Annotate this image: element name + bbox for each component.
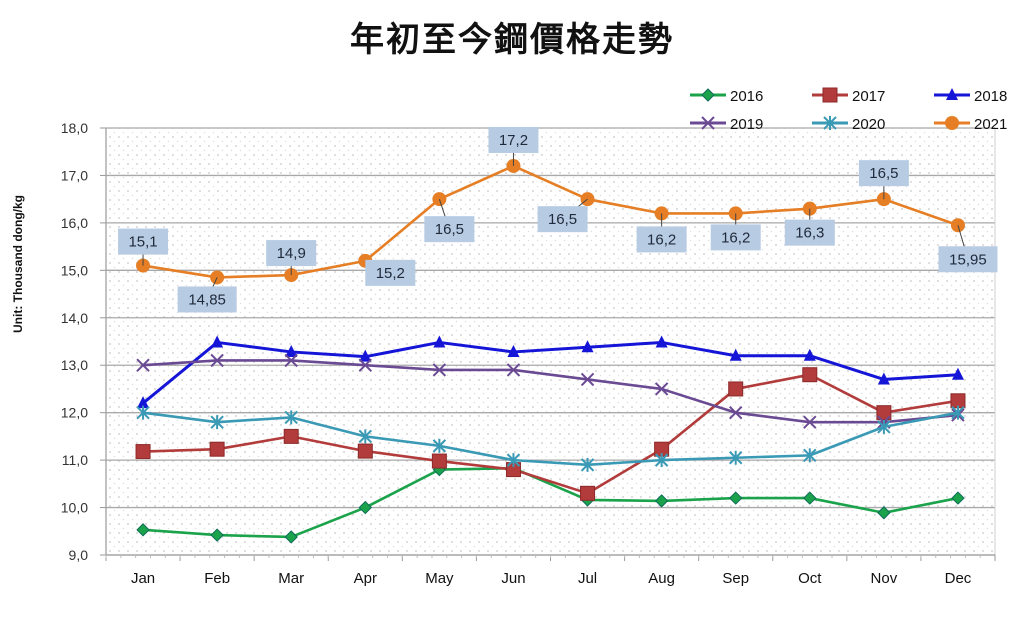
y-tick-label: 18,0 (61, 120, 88, 136)
series-2021 (136, 158, 965, 285)
y-tick-label: 13,0 (61, 357, 88, 373)
data-label: 17,2 (499, 132, 528, 149)
legend-item-2019: 2019 (690, 116, 763, 133)
data-label: 16,5 (435, 221, 464, 238)
y-axis-label: Unit: Thousand dong/kg (11, 195, 25, 333)
x-tick-label: Sep (722, 570, 749, 587)
data-label: 16,2 (721, 229, 750, 246)
chart-title: 年初至今鋼價格走勢 (350, 20, 674, 60)
y-tick-label: 11,0 (62, 452, 88, 468)
legend-item-2021: 2021 (934, 116, 1007, 133)
legend-item-2016: 2016 (690, 88, 763, 105)
data-label: 15,1 (128, 234, 157, 251)
data-label: 16,5 (548, 211, 577, 228)
y-tick-label: 15,0 (61, 262, 88, 278)
y-axis: 9,0 10,0 11,0 12,0 13,0 14,0 15,0 16,0 17,0 18,0 (61, 120, 996, 563)
x-tick-label: Oct (798, 570, 822, 587)
x-tick-label: Dec (945, 570, 972, 587)
series-2017 (135, 367, 966, 501)
x-axis: Jan Feb Mar Apr May Jun Jul Aug Sep Oct Nov Dec (105, 554, 996, 587)
plot-area (106, 128, 995, 555)
x-tick-label: May (425, 570, 454, 587)
series-2016 (136, 461, 965, 544)
legend-item-2017: 2017 (812, 87, 885, 105)
y-tick-label: 10,0 (61, 500, 88, 516)
y-tick-label: 9,0 (69, 547, 89, 563)
data-label: 16,2 (647, 231, 676, 248)
series-2020 (136, 405, 965, 472)
y-tick-label: 16,0 (61, 215, 88, 231)
data-label: 15,95 (949, 251, 987, 268)
svg-text:2020: 2020 (852, 116, 885, 133)
y-tick-label: 17,0 (61, 167, 88, 183)
svg-text:2021: 2021 (974, 116, 1007, 133)
series-2018 (137, 335, 964, 409)
x-tick-label: Jan (131, 570, 155, 587)
legend: 2016 2017 2018 2019 2020 2021 (690, 87, 1007, 133)
x-tick-label: Nov (871, 570, 898, 587)
x-tick-label: Jun (501, 570, 525, 587)
x-tick-label: Aug (648, 570, 675, 587)
data-label: 14,9 (277, 245, 306, 262)
x-tick-label: Feb (204, 570, 230, 587)
legend-item-2020: 2020 (812, 116, 885, 133)
svg-text:2016: 2016 (730, 88, 763, 105)
data-label: 15,2 (376, 265, 405, 282)
y-tick-label: 14,0 (61, 310, 88, 326)
svg-text:2017: 2017 (852, 88, 885, 105)
legend-item-2018: 2018 (934, 88, 1007, 105)
data-label: 16,5 (869, 165, 898, 182)
svg-text:2019: 2019 (730, 116, 763, 133)
x-tick-label: Jul (578, 570, 597, 587)
x-tick-label: Apr (354, 570, 377, 587)
data-label: 14,85 (188, 291, 226, 308)
x-tick-label: Mar (278, 570, 304, 587)
data-labels-2021: 15,1 14,85 14,9 15,2 16,5 17,2 16,5 16,2 16,2 16,… (118, 126, 998, 313)
svg-text:2018: 2018 (974, 88, 1007, 105)
y-tick-label: 12,0 (61, 405, 88, 421)
data-label: 16,3 (795, 225, 824, 242)
